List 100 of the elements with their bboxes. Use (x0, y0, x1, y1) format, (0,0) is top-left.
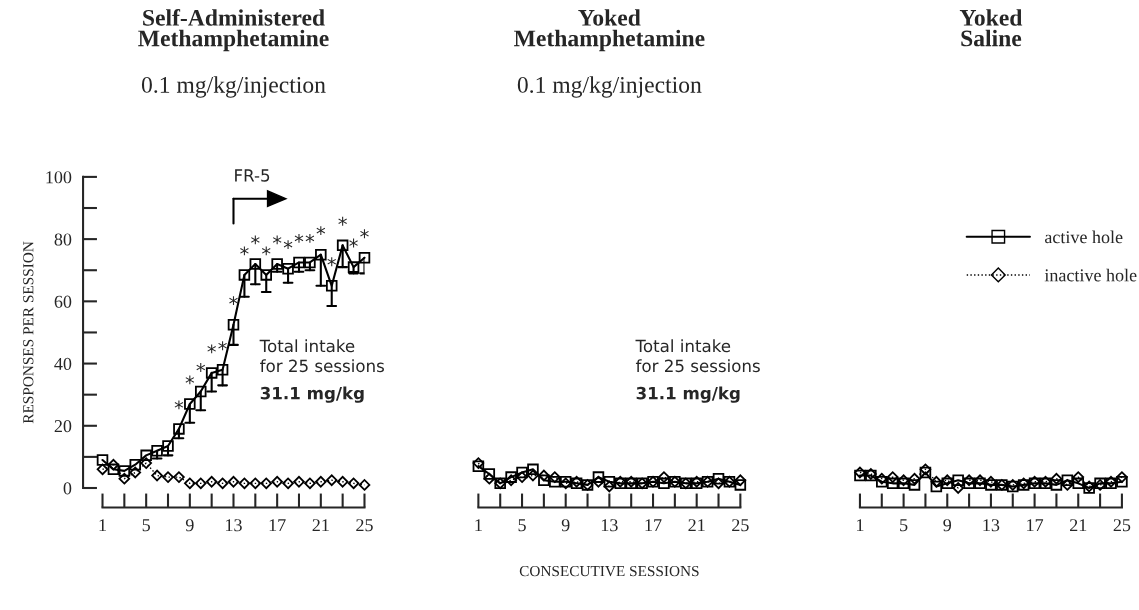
point (140, 449, 152, 462)
point (304, 477, 316, 490)
point (952, 482, 964, 494)
annotation: * (218, 341, 227, 351)
annotation: * (174, 400, 184, 410)
annotation: * (229, 296, 238, 306)
point (151, 469, 163, 482)
point (527, 469, 539, 482)
annotation: FR-5 (235, 169, 270, 182)
chart-title: Yoked Saline (959, 9, 1023, 47)
point (118, 472, 131, 485)
y-tick-label: 0 (63, 482, 72, 495)
point (325, 474, 338, 487)
point (260, 477, 273, 490)
y-tick-label: 40 (54, 357, 72, 370)
point (1116, 476, 1128, 488)
chart-subtitle: 0.1 mg/kg/injection (517, 76, 702, 98)
point (985, 479, 997, 491)
point (227, 318, 240, 331)
x-tick-label: 1 (99, 519, 106, 532)
point (538, 469, 550, 482)
x-tick-label: 25 (356, 519, 373, 532)
x-tick-label: 5 (900, 519, 908, 532)
point (260, 269, 273, 281)
annotation: * (283, 240, 293, 250)
y-axis-title: RESPONSES PER SESSION (23, 241, 34, 424)
point (952, 474, 964, 486)
point (162, 440, 174, 452)
annotation: * (240, 246, 249, 256)
point (271, 475, 283, 488)
annotation: * (261, 246, 271, 256)
point (216, 477, 229, 490)
annotation: * (327, 257, 337, 267)
point (603, 476, 616, 488)
point (282, 262, 294, 275)
point (173, 471, 185, 483)
point (293, 475, 305, 488)
annotation: * (360, 229, 369, 239)
point (249, 477, 262, 490)
point (1116, 471, 1128, 483)
point (505, 471, 517, 483)
y-tick-label: 100 (46, 171, 72, 184)
point (315, 248, 327, 261)
x-tick-label: 1 (857, 519, 864, 532)
point (96, 463, 109, 476)
point (249, 258, 262, 270)
point (173, 423, 185, 435)
point (592, 471, 605, 483)
y-tick-label: 20 (54, 420, 72, 433)
x-tick-label: 13 (983, 519, 1000, 532)
annotation: 31.1 mg/kg (636, 386, 740, 403)
point (930, 480, 943, 493)
point (538, 474, 550, 486)
x-tick-label: 5 (142, 519, 150, 532)
point (483, 468, 496, 480)
point (516, 466, 528, 479)
point (734, 474, 747, 487)
point (227, 475, 240, 488)
point (712, 472, 725, 485)
annotation: * (185, 375, 195, 385)
point (271, 258, 283, 270)
point (118, 465, 131, 477)
point (205, 475, 218, 488)
point (336, 475, 349, 488)
point (282, 477, 294, 490)
x-tick-label: 21 (688, 519, 705, 532)
point (1050, 472, 1063, 485)
x-tick-label: 9 (185, 519, 194, 532)
point (549, 476, 561, 488)
point (194, 477, 207, 490)
point (205, 367, 218, 379)
x-tick-label: 17 (269, 519, 286, 532)
point (194, 385, 207, 398)
point (216, 364, 229, 376)
point (325, 280, 338, 292)
x-tick-label: 13 (226, 519, 242, 532)
point (358, 252, 371, 264)
annotation: * (196, 363, 206, 372)
x-tick-label: 21 (1070, 519, 1087, 532)
point (293, 256, 305, 269)
point (347, 477, 360, 490)
point (238, 269, 251, 281)
annotation: * (207, 344, 216, 354)
annotation: Total intake for 25 sessions (259, 339, 384, 373)
y-tick-label: 80 (54, 233, 72, 246)
x-tick-label: 17 (1027, 519, 1044, 532)
x-tick-label: 17 (645, 519, 662, 532)
x-tick-label: 5 (518, 519, 526, 532)
point (184, 477, 196, 490)
annotation: * (294, 233, 304, 243)
chart-subtitle: 0.1 mg/kg/injection (141, 76, 326, 98)
annotation: * (338, 216, 347, 226)
point (107, 463, 120, 476)
point (96, 454, 109, 466)
annotation: 31.1 mg/kg (260, 386, 364, 403)
x-tick-label: 13 (601, 519, 618, 532)
point (886, 477, 899, 490)
annotation: * (305, 233, 315, 243)
point (140, 457, 152, 469)
point (1061, 474, 1074, 486)
